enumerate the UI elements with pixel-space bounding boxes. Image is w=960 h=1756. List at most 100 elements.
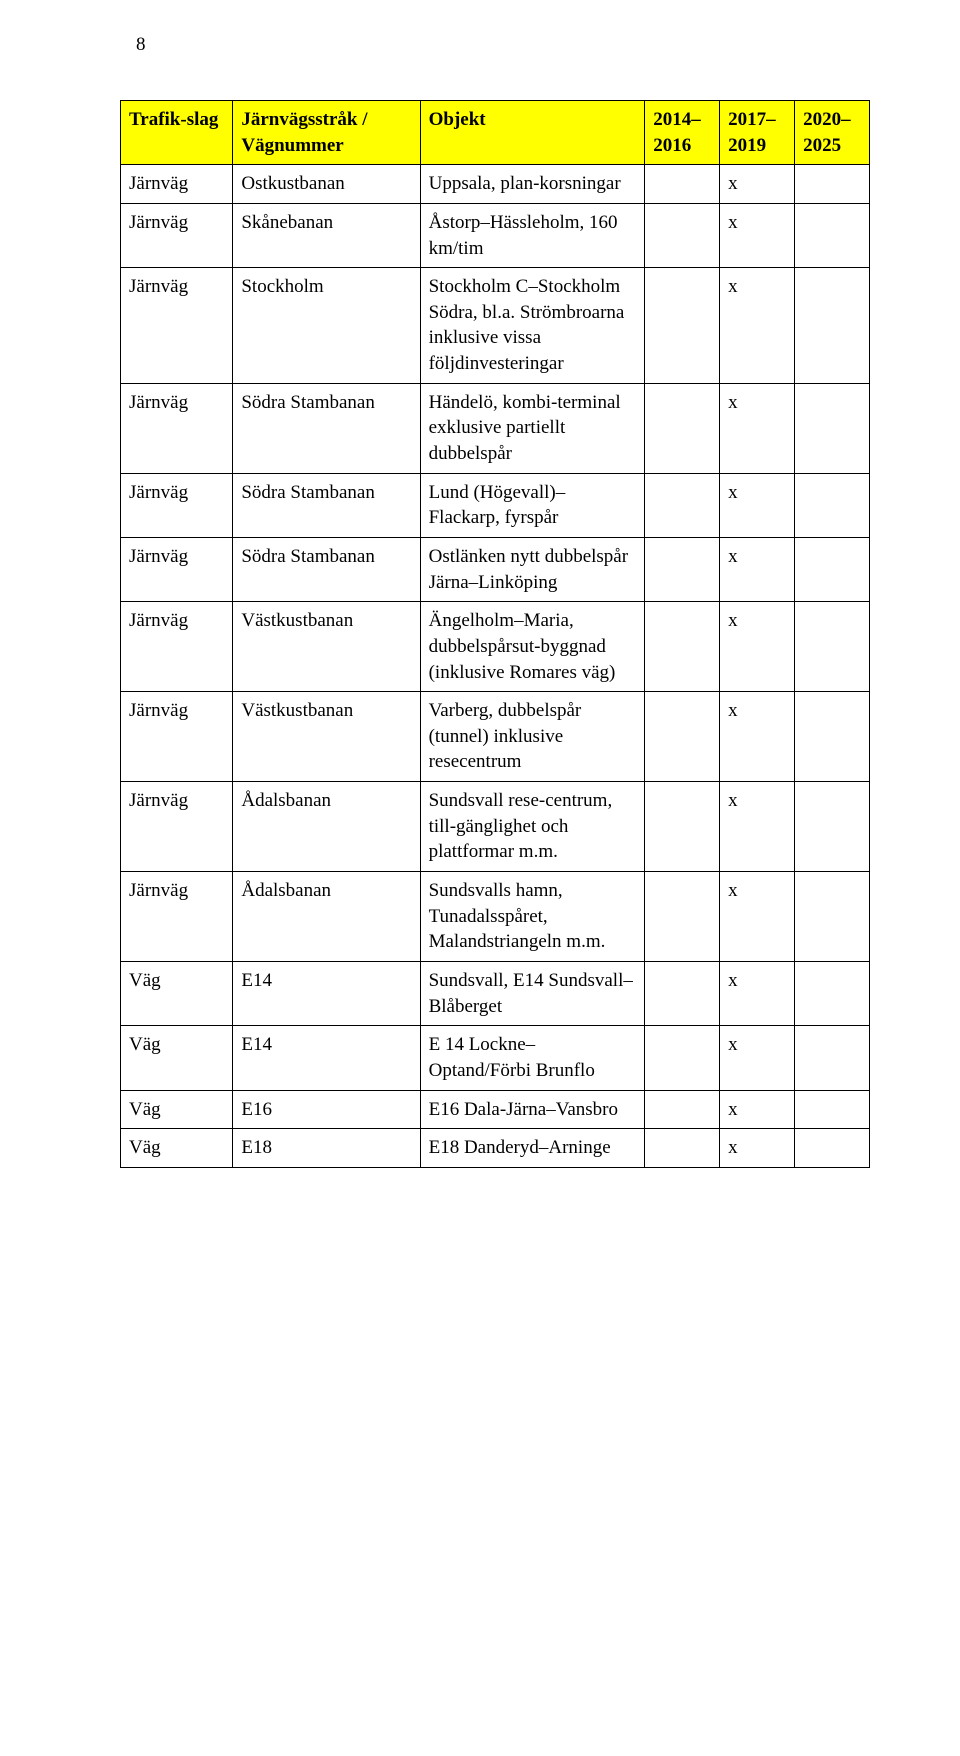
table-cell: E16 Dala-Järna–Vansbro xyxy=(420,1090,645,1129)
table-cell: Händelö, kombi-terminal exklusive partie… xyxy=(420,383,645,473)
table-cell: Sundsvall rese-centrum, till-gänglighet … xyxy=(420,782,645,872)
table-row: VägE14Sundsvall, E14 Sundsvall–Blåberget… xyxy=(121,961,870,1025)
table-cell: Västkustbanan xyxy=(233,692,420,782)
table-cell: E18 Danderyd–Arninge xyxy=(420,1129,645,1168)
table-cell xyxy=(645,961,720,1025)
table-cell xyxy=(795,961,870,1025)
table-cell: x xyxy=(720,1129,795,1168)
table-cell: x xyxy=(720,537,795,601)
table-cell: Järnväg xyxy=(121,872,233,962)
table-cell: Södra Stambanan xyxy=(233,537,420,601)
table-header-row: Trafik-slag Järnvägsstråk / Vägnummer Ob… xyxy=(121,101,870,165)
table-cell: Ådalsbanan xyxy=(233,872,420,962)
table-cell xyxy=(645,692,720,782)
table-cell xyxy=(645,268,720,384)
table-cell xyxy=(795,602,870,692)
table-cell xyxy=(645,782,720,872)
table-cell: Järnväg xyxy=(121,203,233,267)
table-cell: x xyxy=(720,165,795,204)
table-cell xyxy=(645,165,720,204)
table-row: JärnvägSödra StambananLund (Högevall)–Fl… xyxy=(121,473,870,537)
table-row: VägE18E18 Danderyd–Arninge x xyxy=(121,1129,870,1168)
col-header-2020-2025: 2020–2025 xyxy=(795,101,870,165)
table-row: VägE14E 14 Lockne–Optand/Förbi Brunflo x xyxy=(121,1026,870,1090)
table-cell: x xyxy=(720,203,795,267)
table-cell: Väg xyxy=(121,1090,233,1129)
data-table: Trafik-slag Järnvägsstråk / Vägnummer Ob… xyxy=(120,100,870,1168)
table-cell xyxy=(645,537,720,601)
table-cell: Västkustbanan xyxy=(233,602,420,692)
table-cell xyxy=(795,782,870,872)
document-page: 8 Trafik-slag Järnvägsstråk / Vägnummer … xyxy=(0,0,960,1756)
table-row: JärnvägVästkustbananÄngelholm–Maria, dub… xyxy=(121,602,870,692)
table-cell: Järnväg xyxy=(121,782,233,872)
table-row: JärnvägSödra StambananOstlänken nytt dub… xyxy=(121,537,870,601)
table-row: JärnvägSödra StambananHändelö, kombi-ter… xyxy=(121,383,870,473)
table-cell xyxy=(645,1090,720,1129)
table-cell: Järnväg xyxy=(121,165,233,204)
table-cell xyxy=(795,383,870,473)
table-cell: Ådalsbanan xyxy=(233,782,420,872)
col-header-vagnummer: Järnvägsstråk / Vägnummer xyxy=(233,101,420,165)
table-cell: Ostkustbanan xyxy=(233,165,420,204)
table-cell xyxy=(795,1129,870,1168)
table-cell: Järnväg xyxy=(121,268,233,384)
table-cell: Ängelholm–Maria, dubbelspårsut-byggnad (… xyxy=(420,602,645,692)
table-cell: Sundsvall, E14 Sundsvall–Blåberget xyxy=(420,961,645,1025)
table-cell: x xyxy=(720,473,795,537)
table-cell: x xyxy=(720,268,795,384)
table-cell xyxy=(645,1129,720,1168)
table-row: JärnvägVästkustbananVarberg, dubbelspår … xyxy=(121,692,870,782)
col-header-2017-2019: 2017–2019 xyxy=(720,101,795,165)
table-cell: Järnväg xyxy=(121,537,233,601)
table-cell: x xyxy=(720,1090,795,1129)
table-cell xyxy=(795,692,870,782)
table-cell xyxy=(795,203,870,267)
table-cell xyxy=(795,473,870,537)
table-cell: x xyxy=(720,782,795,872)
table-cell: E14 xyxy=(233,1026,420,1090)
table-cell: Södra Stambanan xyxy=(233,383,420,473)
col-header-2014-2016: 2014–2016 xyxy=(645,101,720,165)
table-cell xyxy=(795,537,870,601)
table-cell: x xyxy=(720,961,795,1025)
table-cell: Varberg, dubbelspår (tunnel) inklusive r… xyxy=(420,692,645,782)
table-cell xyxy=(645,602,720,692)
table-row: JärnvägSkånebananÅstorp–Hässleholm, 160 … xyxy=(121,203,870,267)
table-cell xyxy=(795,872,870,962)
table-cell: Väg xyxy=(121,1026,233,1090)
table-cell xyxy=(645,872,720,962)
table-cell: x xyxy=(720,383,795,473)
table-cell: Järnväg xyxy=(121,383,233,473)
table-cell: x xyxy=(720,872,795,962)
table-cell xyxy=(795,268,870,384)
table-cell: x xyxy=(720,692,795,782)
col-header-trafikslag: Trafik-slag xyxy=(121,101,233,165)
table-cell: x xyxy=(720,1026,795,1090)
table-cell: Järnväg xyxy=(121,473,233,537)
page-number: 8 xyxy=(136,34,146,56)
table-cell: Åstorp–Hässleholm, 160 km/tim xyxy=(420,203,645,267)
table-row: JärnvägStockholmStockholm C–Stockholm Sö… xyxy=(121,268,870,384)
table-cell: Lund (Högevall)–Flackarp, fyrspår xyxy=(420,473,645,537)
table-cell: Stockholm C–Stockholm Södra, bl.a. Ström… xyxy=(420,268,645,384)
table-cell xyxy=(795,1090,870,1129)
table-cell: Väg xyxy=(121,961,233,1025)
table-row: JärnvägÅdalsbananSundsvall rese-centrum,… xyxy=(121,782,870,872)
table-cell: E 14 Lockne–Optand/Förbi Brunflo xyxy=(420,1026,645,1090)
table-body: JärnvägOstkustbananUppsala, plan-korsnin… xyxy=(121,165,870,1168)
table-row: VägE16E16 Dala-Järna–Vansbrox xyxy=(121,1090,870,1129)
table-cell xyxy=(645,203,720,267)
table-row: JärnvägOstkustbananUppsala, plan-korsnin… xyxy=(121,165,870,204)
table-cell: Stockholm xyxy=(233,268,420,384)
table-cell: Ostlänken nytt dubbelspår Järna–Linköpin… xyxy=(420,537,645,601)
table-cell: Väg xyxy=(121,1129,233,1168)
table-cell: E18 xyxy=(233,1129,420,1168)
table-cell: Järnväg xyxy=(121,602,233,692)
table-cell: E14 xyxy=(233,961,420,1025)
table-cell xyxy=(795,165,870,204)
table-cell xyxy=(795,1026,870,1090)
col-header-objekt: Objekt xyxy=(420,101,645,165)
table-cell: Järnväg xyxy=(121,692,233,782)
table-cell: Skånebanan xyxy=(233,203,420,267)
